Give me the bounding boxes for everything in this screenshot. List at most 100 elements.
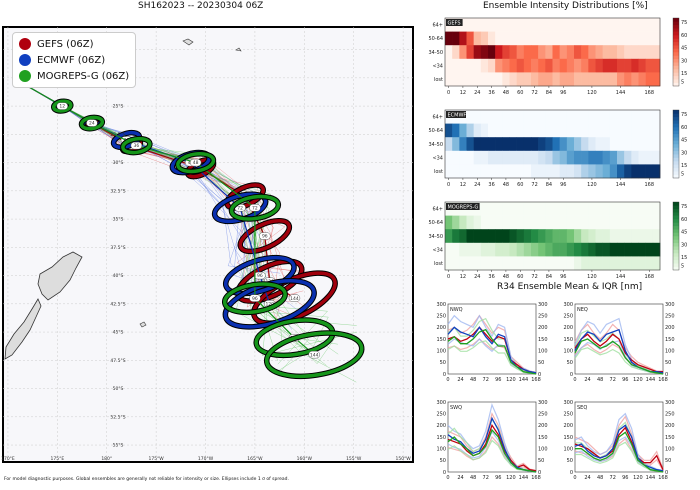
heat-cell [445,45,453,60]
r34-ytick: 250 [563,313,573,319]
colorbar-step [673,21,679,26]
heat-cell [466,229,474,244]
heat-cell [581,150,589,165]
heat-cell [595,256,603,271]
hour-marker-bg [288,294,301,302]
heat-cell [588,123,596,138]
intensity-xtick: 0 [447,274,450,280]
ecmwf-swatch [19,54,31,66]
colorbar-frame [672,201,680,271]
colorbar-tick: 30 [681,242,687,248]
intensity-ylabel: 64+ [432,23,443,29]
heat-cell [473,72,482,87]
heat-cell [509,242,517,257]
heat-cell [559,72,568,87]
hour-marker-bg [249,294,261,302]
colorbar-step [673,113,679,118]
r34-ytick-right: 100 [665,446,675,452]
r34-ytick-right: 50 [665,360,671,366]
heat-cell [552,110,560,124]
heat-cell [480,137,489,152]
colorbar-step [673,127,679,131]
heat-cell [480,45,489,60]
colorbar-step [673,48,679,53]
heat-cell [473,31,482,46]
heat-cell [609,31,618,46]
r34-xtick: 144 [646,377,656,383]
legend-mogreps: MOGREPS-G (06Z) [19,68,129,84]
heat-cell [559,242,568,257]
r34-title: R34 Ensemble Mean & IQR [nm] [497,282,643,292]
heat-cell [645,137,654,152]
heat-cell [581,215,589,230]
heat-cell [588,256,596,271]
r34-iqr-upper [574,415,664,470]
heat-cell [531,164,539,179]
hour-marker: 36 [134,143,140,149]
r34-ytick: 0 [443,372,446,378]
heat-cell [624,150,632,165]
r34-ytick: 250 [563,411,573,417]
heat-cell [638,72,646,87]
lat-label: 27.5°S [110,132,125,138]
heat-cell [459,150,467,165]
colorbar-step [673,236,679,240]
intensity-xtick: 168 [644,90,654,96]
r34-ytick: 0 [570,372,573,378]
heat-cell [516,123,525,138]
intensity-xtick: 72 [531,182,537,188]
heat-cell [602,31,611,46]
heat-cell [609,110,618,124]
heat-cell [480,18,489,32]
colorbar-tick: 60 [681,33,687,39]
colorbar-step [673,120,679,124]
r34-xtick: 48 [597,475,603,481]
hour-marker: 48 [193,160,199,166]
r34-ytick-right: 200 [538,423,548,429]
heat-cell [609,123,618,138]
heat-cell [452,215,460,230]
colorbar-step [673,164,679,169]
heat-cell [574,72,582,87]
heat-cell [523,137,532,152]
heat-cell [459,72,467,87]
heat-cell [631,58,639,73]
heat-cell [495,137,503,152]
heat-cell [652,18,661,32]
r34-xtick: 72 [610,475,616,481]
heat-cell [480,58,489,73]
heat-cell [617,72,625,87]
heat-cell [466,242,474,257]
heat-cell [488,137,496,152]
intensity-xtick: 84 [546,90,552,96]
heat-cell [624,18,632,32]
heat-cell [445,164,453,179]
heat-cell [466,256,474,271]
heat-cell [617,242,625,257]
ellipse-spread [121,136,152,155]
heat-cell [488,202,496,216]
ellipse-spread [51,99,73,113]
heat-cell [466,150,474,165]
r34-ytick: 200 [436,325,446,331]
heat-cell [473,18,482,32]
heat-cell [502,110,510,124]
heat-cell [488,242,496,257]
r34-xtick: 96 [495,475,501,481]
r34-xtick: 144 [519,377,529,383]
heat-cell [473,45,482,60]
heat-cell [480,215,489,230]
heat-cell [645,150,654,165]
intensity-xtick: 84 [546,274,552,280]
heat-cell [495,202,503,216]
heat-cell [545,242,553,257]
heat-cell [588,229,596,244]
intensity-xtick: 60 [517,274,523,280]
lon-label: 175°W [148,456,164,462]
heat-cell [495,256,503,271]
colorbar-step [673,137,679,141]
intensity-panel-mogreps-g: MOGREPS-G 64+ 50-64 34-50 <34 lost 0 12 24 36 48 60… [428,201,687,280]
heat-cell [502,123,510,138]
r34-xtick: 144 [646,475,656,481]
colorbar-tick: 60 [681,125,687,131]
